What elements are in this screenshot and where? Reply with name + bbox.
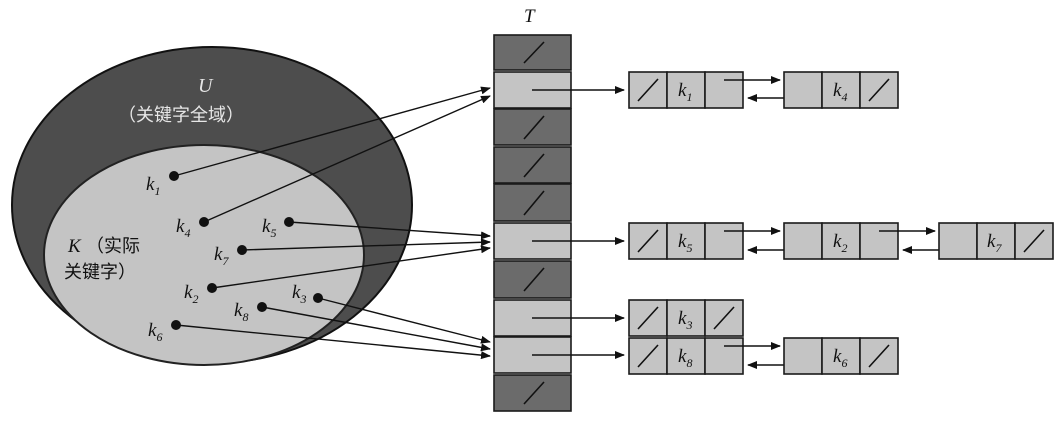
- svg-text:k1: k1: [678, 80, 692, 104]
- list-node-k6: k6: [783, 337, 899, 375]
- chain-slot-1: k1 k4: [628, 71, 899, 109]
- svg-text:k4: k4: [833, 80, 847, 104]
- hash-table: [493, 34, 572, 412]
- list-node-k7: k7: [938, 222, 1054, 260]
- svg-text:k4: k4: [176, 216, 190, 240]
- table-slot-3: [493, 146, 572, 184]
- hash-arrows: [173, 86, 491, 360]
- table-slot-6: [493, 260, 572, 299]
- actual-keys-caption-line1: （实际: [86, 236, 140, 257]
- list-node-k8: k8: [628, 337, 744, 375]
- list-node-k5: k5: [628, 222, 744, 260]
- chain-slot-8: k8 k6: [628, 337, 899, 375]
- list-node-k3: k3: [628, 299, 744, 337]
- universe-symbol: U: [198, 75, 214, 97]
- svg-text:k2: k2: [833, 231, 847, 255]
- list-node-k4: k4: [783, 71, 899, 109]
- chain-slot-5: k5 k2 k7: [628, 222, 1054, 260]
- svg-text:k6: k6: [833, 346, 847, 370]
- universe-caption: （关键字全域）: [118, 105, 244, 126]
- table-slot-9: [493, 374, 572, 412]
- svg-text:k3: k3: [292, 282, 306, 306]
- list-node-k2: k2: [783, 222, 899, 260]
- svg-text:k5: k5: [262, 216, 276, 240]
- svg-text:k5: k5: [678, 231, 692, 255]
- table-slot-4: [493, 183, 572, 222]
- table-title: T: [524, 6, 536, 27]
- list-node-k1: k1: [628, 71, 744, 109]
- svg-text:k3: k3: [678, 308, 692, 332]
- table-slot-2: [493, 108, 572, 146]
- table-slot-0: [493, 34, 572, 71]
- svg-text:k2: k2: [184, 282, 198, 306]
- svg-text:k7: k7: [987, 231, 1002, 255]
- chain-slot-7: k3: [628, 299, 744, 337]
- actual-keys-ellipse: [43, 144, 365, 366]
- slot-arrows: [532, 86, 625, 359]
- svg-text:k6: k6: [148, 320, 162, 344]
- actual-keys-symbol: K: [67, 236, 82, 257]
- actual-keys-caption-line2: 关键字）: [64, 262, 136, 283]
- svg-text:k8: k8: [234, 300, 248, 324]
- svg-text:k1: k1: [146, 174, 160, 198]
- svg-text:k7: k7: [214, 244, 229, 268]
- svg-text:k8: k8: [678, 346, 692, 370]
